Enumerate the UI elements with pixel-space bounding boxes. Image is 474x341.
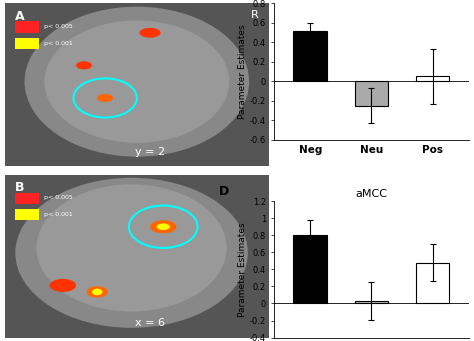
Ellipse shape (97, 94, 113, 102)
Text: y = 2: y = 2 (135, 147, 165, 157)
Bar (355, 301, 388, 303)
Text: D: D (219, 185, 229, 198)
Ellipse shape (87, 286, 108, 298)
Y-axis label: Parameter Estimates: Parameter Estimates (238, 24, 247, 119)
Ellipse shape (25, 7, 249, 157)
Ellipse shape (36, 184, 227, 312)
FancyBboxPatch shape (5, 3, 269, 166)
FancyBboxPatch shape (5, 175, 269, 338)
Ellipse shape (139, 28, 161, 38)
Bar (355, 81, 388, 106)
Ellipse shape (50, 279, 76, 292)
Text: x = 6: x = 6 (135, 318, 165, 328)
Bar (15, 209, 39, 220)
Ellipse shape (150, 220, 176, 233)
Bar (15, 193, 39, 204)
Bar (15, 38, 39, 49)
Text: p< 0.005: p< 0.005 (45, 24, 73, 29)
Bar (416, 76, 449, 81)
Text: p< 0.005: p< 0.005 (45, 195, 73, 200)
Bar (416, 263, 449, 303)
Title: aMCC: aMCC (356, 189, 387, 199)
Bar (293, 31, 327, 81)
Bar (15, 21, 39, 33)
Ellipse shape (92, 289, 102, 295)
Text: p< 0.001: p< 0.001 (45, 41, 73, 46)
Bar (293, 235, 327, 303)
Text: p< 0.001: p< 0.001 (45, 212, 73, 217)
Text: R: R (251, 10, 258, 20)
Text: A: A (15, 10, 25, 23)
Ellipse shape (15, 178, 248, 328)
Title: avAMYG: avAMYG (348, 0, 394, 1)
Ellipse shape (45, 20, 229, 143)
Ellipse shape (157, 223, 170, 230)
Y-axis label: Parameter Estimates: Parameter Estimates (238, 222, 247, 317)
Text: B: B (15, 181, 25, 194)
Ellipse shape (76, 61, 92, 70)
